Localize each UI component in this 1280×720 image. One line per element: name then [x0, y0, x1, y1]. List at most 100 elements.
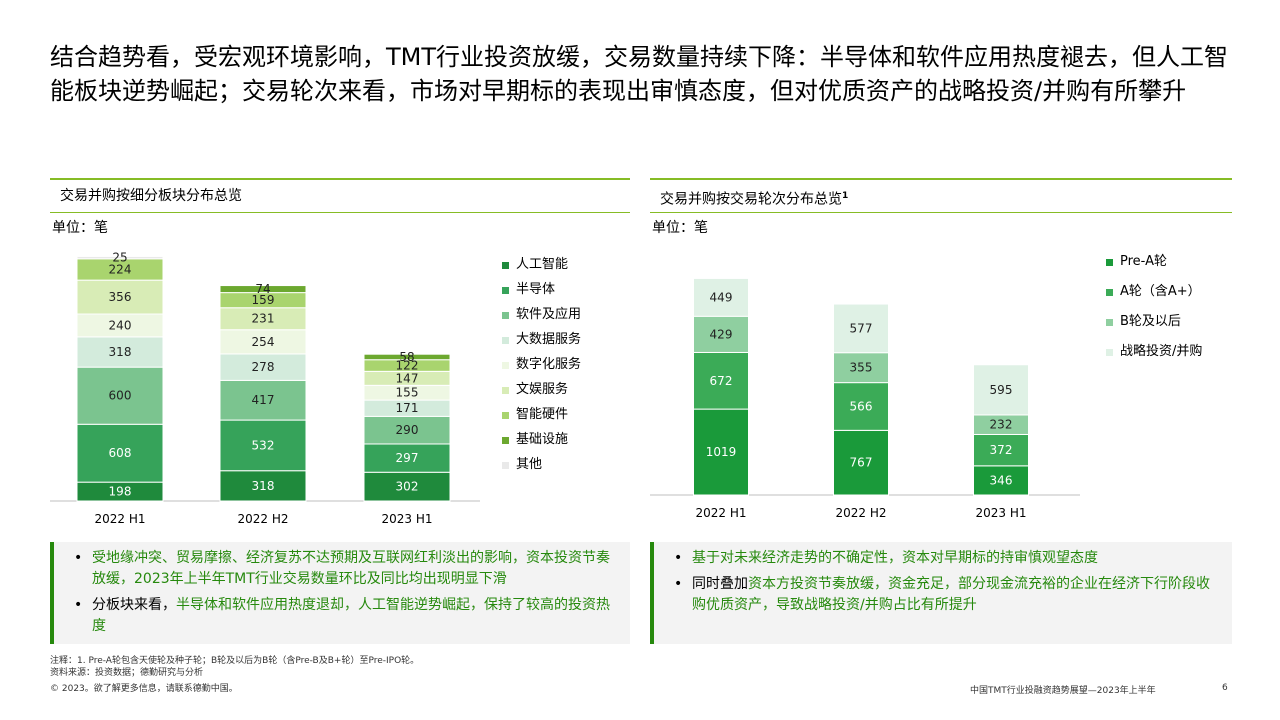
right-bullet-1: • 基于对未来经济走势的不确定性，资本对早期标的持审慎观望态度 — [674, 550, 1098, 566]
legend-label: Pre-A轮 — [1120, 254, 1167, 269]
legend-label: B轮及以后 — [1120, 314, 1181, 329]
legend-label: 软件及应用 — [516, 307, 582, 322]
bar-value-label: 767 — [850, 456, 873, 470]
legend-label: 基础设施 — [516, 432, 569, 447]
legend-label: 人工智能 — [516, 257, 569, 272]
page-number: 6 — [1222, 683, 1228, 693]
bar-value-label: 608 — [109, 446, 132, 460]
sector-legend: 人工智能 半导体 软件及应用 大数据服务 数字化服务 文娱服务 智能硬件 基础设施 其他 — [502, 254, 581, 479]
report-name: 中国TMT行业投融资趋势展望—2023年上半年 — [970, 686, 1156, 696]
legend-label: A轮（含A+） — [1120, 284, 1201, 299]
bar-segment-3-2 — [973, 364, 1029, 416]
legend-swatch — [502, 387, 509, 394]
bar-segment-0-1 — [219, 470, 307, 502]
legend-item: Pre-A轮 — [1106, 251, 1202, 281]
x-tick-label: 2023 H1 — [381, 512, 432, 526]
x-tick-label: 2022 H2 — [237, 512, 288, 526]
bar-value-label: 318 — [252, 479, 275, 493]
bar-value-label: 672 — [710, 374, 733, 388]
bar-segment-2-1 — [219, 379, 307, 421]
bar-value-label: 25 — [112, 251, 127, 265]
legend-item: 软件及应用 — [502, 304, 581, 329]
bar-segment-1-0 — [693, 351, 749, 410]
bar-value-label: 297 — [396, 451, 419, 465]
legend-item: 其他 — [502, 454, 581, 479]
bar-value-label: 159 — [252, 293, 275, 307]
right-bullet-1-text: 基于对未来经济走势的不确定性，资本对早期标的持审慎观望态度 — [692, 550, 1098, 566]
right-insight-box: • 基于对未来经济走势的不确定性，资本对早期标的持审慎观望态度 • 同时叠加资本… — [650, 542, 1232, 644]
right-bullet-2-text: 资本方投资节奏放缓，资金充足，部分现金流充裕的企业在经济下行阶段收购优质资产，导… — [692, 576, 1210, 613]
bar-value-label: 532 — [252, 438, 275, 452]
bar-segment-8-0 — [76, 255, 164, 260]
legend-item: 大数据服务 — [502, 329, 581, 354]
legend-label: 其他 — [516, 457, 543, 472]
bar-segment-7-2 — [363, 353, 451, 361]
legend-item: B轮及以后 — [1106, 311, 1202, 341]
bar-value-label: 74 — [255, 282, 270, 296]
round-legend: Pre-A轮 A轮（含A+） B轮及以后战略投资/并购 — [1106, 251, 1202, 371]
bar-value-label: 355 — [850, 361, 873, 375]
bar-value-label: 122 — [396, 359, 419, 373]
legend-swatch — [1106, 289, 1113, 296]
bar-value-label: 231 — [252, 312, 275, 326]
legend-swatch — [502, 412, 509, 419]
legend-swatch — [502, 312, 509, 319]
legend-swatch — [502, 362, 509, 369]
legend-swatch — [502, 337, 509, 344]
bar-value-label: 254 — [252, 335, 275, 349]
right-bullet-2-prefix: 同时叠加 — [692, 576, 748, 592]
bar-value-label: 302 — [396, 480, 419, 494]
page-title: 结合趋势看，受宏观环境影响，TMT行业投资放缓，交易数量持续下降：半导体和软件应… — [50, 43, 1229, 105]
right-bullet-2: • 同时叠加资本方投资节奏放缓，资金充足，部分现金流充裕的企业在经济下行阶段收购… — [674, 576, 1210, 613]
left-bullet-1-text: 受地缘冲突、贸易摩擦、经济复苏不达预期及互联网红利淡出的影响，资本投资节奏放缓，… — [92, 550, 610, 587]
bar-segment-4-1 — [219, 329, 307, 355]
bar-value-label: 566 — [850, 399, 873, 413]
x-tick-label: 2023 H1 — [975, 506, 1026, 520]
legend-swatch — [502, 262, 509, 269]
bar-segment-2-0 — [76, 366, 164, 425]
bar-value-label: 417 — [252, 393, 275, 407]
legend-swatch — [1106, 319, 1113, 326]
footnote: 注释：1. Pre-A轮包含天使轮及种子轮；B轮及以后为B轮（含Pre-B及B+… — [50, 656, 420, 666]
bar-value-label: 147 — [396, 371, 419, 385]
legend-swatch — [502, 287, 509, 294]
bar-value-label: 449 — [710, 290, 733, 304]
bar-segment-1-0 — [76, 423, 164, 483]
right-unit-label: 单位：笔 — [652, 220, 708, 236]
left-bullet-1: • 受地缘冲突、贸易摩擦、经济复苏不达预期及互联网红利淡出的影响，资本投资节奏放… — [74, 550, 610, 587]
bar-value-label: 577 — [850, 321, 873, 335]
x-tick-label: 2022 H2 — [835, 506, 886, 520]
legend-item: 战略投资/并购 — [1106, 341, 1202, 371]
bar-value-label: 278 — [252, 360, 275, 374]
legend-label: 智能硬件 — [516, 407, 569, 422]
bar-value-label: 1019 — [706, 445, 737, 459]
bar-value-label: 232 — [990, 418, 1013, 432]
round-stacked-bar-chart: 1019 672 429 449 2022 H1 767 566 355 577 2022 H2 3… — [650, 277, 1080, 520]
bar-segment-1-2 — [363, 443, 451, 473]
bar-value-label: 600 — [109, 389, 132, 403]
bar-segment-3-1 — [219, 353, 307, 381]
bar-value-label: 595 — [990, 383, 1013, 397]
source-note: 资料来源：投资数据；德勤研究与分析 — [50, 668, 204, 678]
legend-item: 基础设施 — [502, 429, 581, 454]
bar-value-label: 372 — [990, 443, 1013, 457]
bar-value-label: 58 — [399, 350, 414, 364]
copyright: © 2023。欲了解更多信息，请联系德勤中国。 — [50, 684, 238, 694]
x-tick-label: 2022 H1 — [94, 512, 145, 526]
bar-value-label: 224 — [109, 262, 132, 276]
legend-label: 战略投资/并购 — [1120, 344, 1203, 359]
left-bullet-2-text: 半导体和软件应用热度退却，人工智能逆势崛起，保持了较高的投资热度 — [92, 597, 610, 634]
left-bullet-2: • 分板块来看，半导体和软件应用热度退却，人工智能逆势崛起，保持了较高的投资热度 — [74, 597, 610, 634]
legend-item: 半导体 — [502, 279, 581, 304]
legend-swatch — [502, 437, 509, 444]
legend-label: 半导体 — [516, 282, 556, 297]
bar-segment-5-0 — [76, 279, 164, 315]
legend-swatch — [1106, 349, 1113, 356]
legend-label: 数字化服务 — [516, 357, 582, 372]
bar-value-label: 346 — [990, 473, 1013, 487]
bar-value-label: 356 — [109, 290, 132, 304]
bar-value-label: 290 — [396, 423, 419, 437]
legend-item: 智能硬件 — [502, 404, 581, 429]
left-bullet-2-prefix: 分板块来看， — [92, 597, 176, 613]
left-insight-box: • 受地缘冲突、贸易摩擦、经济复苏不达预期及互联网红利淡出的影响，资本投资节奏放… — [50, 542, 630, 644]
